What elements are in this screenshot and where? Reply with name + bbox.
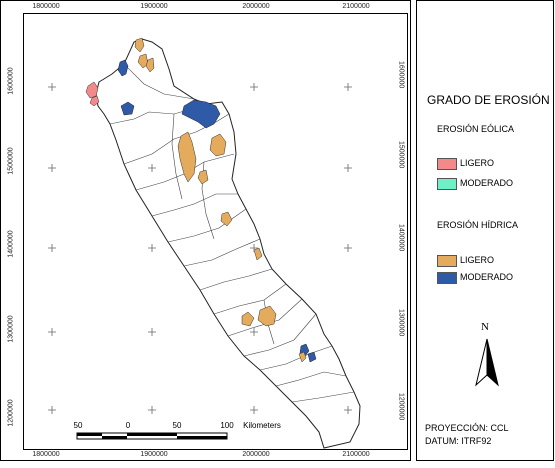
north-label: N [481, 321, 489, 333]
grid-x-label-bottom: 1900000 [140, 451, 168, 458]
grid-x-label-top: 2000000 [242, 3, 270, 10]
north-arrow: N [472, 321, 502, 387]
legend-swatch-eolica-ligero [437, 158, 457, 170]
grid-x-label-top: 1800000 [32, 3, 60, 10]
datum-text: DATUM: ITRF92 [425, 436, 492, 446]
scale-label: 50 [172, 421, 182, 430]
map-frame: 1800000 1900000 2000000 2100000 1800000 … [0, 0, 411, 461]
grid-y-label-left: 1200000 [7, 399, 15, 427]
map-canvas [48, 37, 361, 449]
grid-crosses [48, 83, 352, 414]
grid-x-label-top: 2100000 [342, 3, 370, 10]
grid-y-label-left: 1500000 [7, 147, 15, 175]
north-arrow-icon [475, 338, 499, 387]
legend-hidrica-title: EROSIÓN HÍDRICA [437, 220, 519, 230]
grid-x-label-bottom: 2000000 [242, 451, 270, 458]
legend-title: GRADO DE EROSIÓN [427, 93, 550, 107]
legend-swatch-eolica-moderado [437, 178, 457, 190]
scale-bar [76, 432, 228, 440]
erosion-eolica-ligero-areas [85, 81, 100, 107]
grid-x-label-bottom: 2100000 [342, 451, 370, 458]
grid-y-label-left: 1400000 [7, 230, 15, 258]
state-outline [95, 38, 361, 449]
scale-label: 50 [73, 421, 83, 430]
legend-label-eolica-ligero: LIGERO [460, 158, 495, 168]
map-area: 50 0 50 100 Kilometers [23, 13, 408, 450]
grid-y-label-left: 1600000 [7, 67, 15, 95]
legend-panel: GRADO DE EROSIÓN EROSIÓN EÓLICA LIGERO M… [416, 0, 554, 461]
scale-label: 100 [220, 421, 234, 430]
erosion-hidrica-ligero-areas [134, 37, 307, 363]
legend-label-eolica-moderado: MODERADO [460, 178, 514, 188]
legend-label-hidrica-moderado: MODERADO [460, 272, 514, 282]
legend-swatch-hidrica-moderado [437, 272, 457, 284]
grid-x-label-top: 1900000 [140, 3, 168, 10]
legend-label-hidrica-ligero: LIGERO [460, 255, 495, 265]
municipal-boundaries [109, 63, 355, 403]
legend-swatch-hidrica-ligero [437, 255, 457, 267]
grid-x-label-bottom: 1800000 [32, 451, 60, 458]
grid-y-label-left: 1300000 [7, 315, 15, 343]
scale-label: 0 [125, 421, 131, 430]
scale-unit-label: Kilometers [243, 421, 281, 430]
projection-text: PROYECCIÓN: CCL [425, 423, 509, 433]
erosion-hidrica-moderado-areas [117, 59, 317, 363]
legend-eolica-title: EROSIÓN EÓLICA [437, 124, 515, 134]
